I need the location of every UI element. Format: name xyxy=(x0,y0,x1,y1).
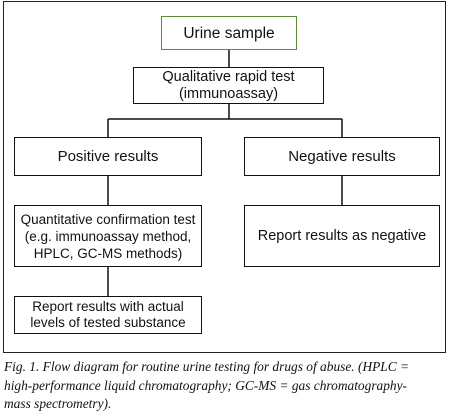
node-qualitative-test-line-2: (immunoassay) xyxy=(178,85,279,102)
diagram-frame xyxy=(3,1,446,353)
node-qualitative-test: Qualitative rapid test (immunoassay) xyxy=(133,67,324,104)
node-report-negative-label: Report results as negative xyxy=(257,227,427,244)
node-report-positive-line-1: Report results with actual xyxy=(32,299,184,314)
node-positive-results-label: Positive results xyxy=(57,148,159,165)
node-positive-results: Positive results xyxy=(14,137,202,176)
node-report-positive-line-2: levels of tested substance xyxy=(30,315,186,330)
node-urine-sample: Urine sample xyxy=(161,16,297,50)
node-quantitative-test-line-1: Quantitative confirmation test xyxy=(20,211,196,227)
caption-line-1: Fig. 1. Flow diagram for routine urine t… xyxy=(4,359,410,374)
caption-line-2: high-performance liquid chromatography; … xyxy=(4,377,408,393)
figure-caption: Fig. 1. Flow diagram for routine urine t… xyxy=(4,358,448,414)
node-qualitative-test-line-1: Qualitative rapid test xyxy=(162,68,295,85)
node-urine-sample-label: Urine sample xyxy=(183,24,275,42)
node-quantitative-test: Quantitative confirmation test (e.g. imm… xyxy=(14,205,202,267)
node-negative-results-label: Negative results xyxy=(288,148,396,165)
caption-line-3: mass spectrometry). xyxy=(4,396,112,411)
node-quantitative-test-line-2: (e.g. immunoassay method, xyxy=(24,228,192,244)
node-report-negative: Report results as negative xyxy=(244,205,440,267)
node-report-positive: Report results with actual levels of tes… xyxy=(14,296,202,334)
node-quantitative-test-line-3: HPLC, GC-MS methods) xyxy=(33,245,183,261)
node-negative-results: Negative results xyxy=(244,137,440,176)
